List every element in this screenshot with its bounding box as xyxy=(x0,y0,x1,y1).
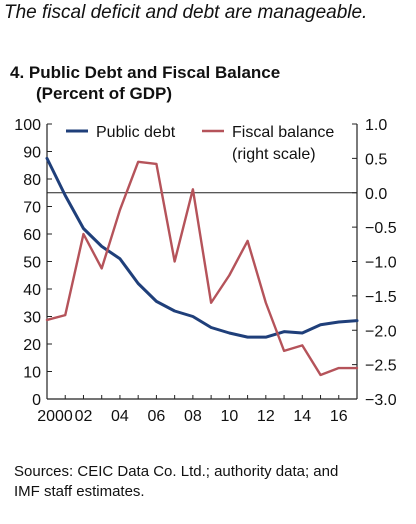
y-tick-label-left: 70 xyxy=(23,200,41,217)
legend-label-fiscal-balance-note: (right scale) xyxy=(232,146,316,163)
x-tick-label: 04 xyxy=(111,408,129,425)
series-layer xyxy=(45,156,359,377)
y-tick-label-left: 100 xyxy=(14,117,41,134)
x-tick-label: 10 xyxy=(220,408,238,425)
x-tick-label: 02 xyxy=(75,408,93,425)
y-tick-label-left: 20 xyxy=(23,337,41,354)
chart-subtitle: (Percent of GDP) xyxy=(36,84,173,103)
y-tick-label-left: 10 xyxy=(23,365,41,382)
y-tick-label-right: −0.5 xyxy=(365,220,397,237)
x-tick-label: 12 xyxy=(257,408,275,425)
y-tick-label-left: 30 xyxy=(23,310,41,327)
x-tick-label: 16 xyxy=(330,408,348,425)
legend-label-fiscal-balance: Fiscal balance xyxy=(232,124,334,141)
y-tick-label-left: 0 xyxy=(32,392,41,409)
y-tick-label-right: 1.0 xyxy=(365,117,387,134)
chart-title: 4. Public Debt and Fiscal Balance xyxy=(10,63,281,82)
x-tick-label: 2000 xyxy=(37,408,73,425)
y-tick-label-right: −2.0 xyxy=(365,323,397,340)
y-tick-label-left: 40 xyxy=(23,282,41,299)
source-note: Sources: CEIC Data Co. Ltd.; authority d… xyxy=(14,462,338,502)
legend: Public debt Fiscal balance (right scale) xyxy=(66,124,334,163)
chart-title-block: 4. Public Debt and Fiscal Balance (Perce… xyxy=(10,62,280,104)
y-tick-label-right: −3.0 xyxy=(365,392,397,409)
legend-label-public-debt: Public debt xyxy=(96,124,176,141)
y-tick-label-right: −1.5 xyxy=(365,289,397,306)
chart: 10090807060504030201001.00.50.0−0.5−1.0−… xyxy=(14,117,396,425)
y-tick-label-left: 90 xyxy=(23,145,41,162)
headline: The fiscal deficit and debt are manageab… xyxy=(4,2,368,23)
y-tick-label-left: 80 xyxy=(23,172,41,189)
y-tick-label-right: 0.0 xyxy=(365,186,387,203)
y-tick-label-right: 0.5 xyxy=(365,151,387,168)
y-tick-label-left: 60 xyxy=(23,227,41,244)
axes: 10090807060504030201001.00.50.0−0.5−1.0−… xyxy=(14,117,396,425)
y-tick-label-right: −1.0 xyxy=(365,255,397,272)
x-tick-label: 08 xyxy=(184,408,202,425)
x-tick-label: 14 xyxy=(293,408,311,425)
source-line-2: IMF staff estimates. xyxy=(14,483,145,500)
y-tick-label-right: −2.5 xyxy=(365,358,397,375)
x-tick-label: 06 xyxy=(148,408,166,425)
series-line-fiscal-balance xyxy=(45,160,359,377)
source-line-1: Sources: CEIC Data Co. Ltd.; authority d… xyxy=(14,463,339,480)
y-tick-label-left: 50 xyxy=(23,255,41,272)
series-line-public-debt xyxy=(45,156,359,339)
